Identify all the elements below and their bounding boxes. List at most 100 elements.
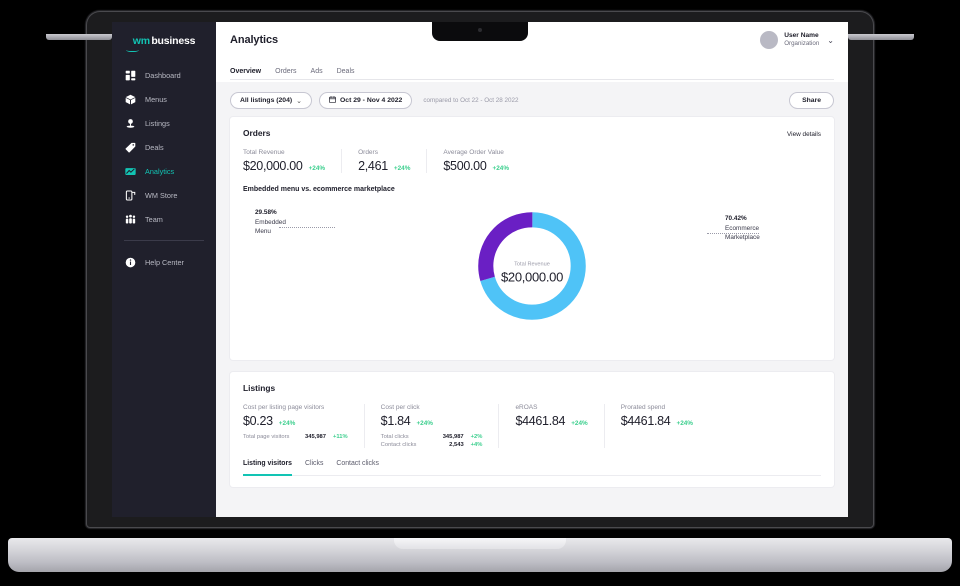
donut-center-label: Total Revenue (514, 261, 550, 268)
mobile-store-icon (124, 189, 137, 202)
sub-metric-row: Contact clicks 2,543 +4% (381, 442, 483, 448)
chevron-down-icon: ⌄ (296, 97, 302, 105)
callout-leader-line-left (279, 227, 335, 228)
sub-metric-value: 345,987 (305, 434, 326, 440)
metric-label: Prorated spend (620, 404, 666, 411)
metric-value: $500.00 (443, 159, 487, 173)
tab-orders[interactable]: Orders (275, 68, 297, 75)
donut-slice-ecommerce (478, 212, 586, 320)
calendar-icon (329, 96, 336, 105)
metric-orders: Orders 2,461 +24% (341, 149, 426, 173)
metric-value: 2,461 (358, 159, 388, 173)
brand-logo[interactable]: wm business (112, 31, 216, 63)
metric-label: Average Order Value (443, 149, 504, 156)
orders-metrics: Total Revenue $20,000.00 +24% Orders 2,4… (243, 149, 821, 173)
tab-overview[interactable]: Overview (230, 68, 262, 75)
metric-row: $4461.84 +24% (515, 414, 587, 428)
laptop-lid: wm business Dashboard (86, 11, 874, 528)
sub-metric-row: Total clicks 345,987 +2% (381, 434, 483, 440)
metric-prorated-spend: Prorated spend $4461.84 +24% (603, 404, 709, 448)
metric-delta: +24% (393, 165, 411, 172)
tab-deals[interactable]: Deals (336, 68, 355, 75)
tab-clicks[interactable]: Clicks (305, 460, 324, 467)
tab-contact-clicks[interactable]: Contact clicks (336, 460, 379, 467)
listings-metrics: Cost per listing page visitors $0.23 +24… (243, 404, 821, 448)
main-content: Analytics User Name Organization ⌄ (216, 22, 848, 517)
sidebar-item-label: Analytics (145, 166, 175, 176)
metric-delta: +24% (571, 420, 588, 427)
sidebar-item-analytics[interactable]: Analytics (112, 159, 216, 183)
tab-listing-visitors[interactable]: Listing visitors (243, 460, 293, 476)
sub-metric-delta: +11% (333, 434, 348, 440)
laptop-camera-notch (432, 22, 528, 41)
brand-wm-text: wm (132, 35, 150, 47)
metric-delta: +24% (278, 420, 296, 427)
analytics-icon (124, 165, 137, 178)
camera-icon (478, 28, 482, 32)
listings-sub-tabs: Listing visitors Clicks Contact clicks (243, 460, 821, 476)
sub-metric-delta: +4% (470, 442, 483, 448)
tab-ads[interactable]: Ads (310, 68, 323, 75)
metric-label: Total Revenue (243, 149, 285, 156)
top-bar-row: Analytics User Name Organization ⌄ (230, 22, 834, 58)
sidebar-item-wm-store[interactable]: WM Store (112, 183, 216, 207)
listings-filter-dropdown[interactable]: All listings (204) ⌄ (230, 92, 312, 109)
sub-metric-label: Total page visitors (243, 434, 290, 440)
team-icon (124, 213, 137, 226)
sidebar-item-team[interactable]: Team (112, 207, 216, 231)
sub-metric-label: Total clicks (380, 434, 409, 440)
filter-bar: All listings (204) ⌄ Oct (216, 82, 848, 117)
metric-row: $0.23 +24% (243, 414, 348, 428)
sidebar-item-label: Team (145, 214, 163, 224)
metric-label: Orders (358, 149, 378, 156)
sidebar-item-label: WM Store (145, 190, 178, 200)
comparison-period-text: compared to Oct 22 - Oct 28 2022 (423, 97, 519, 104)
laptop-base-notch (394, 538, 566, 549)
metric-average-order-value: Average Order Value $500.00 +24% (426, 149, 525, 173)
sidebar-item-menus[interactable]: Menus (112, 87, 216, 111)
orders-card-title: Orders (243, 128, 271, 138)
sub-metric-delta: +2% (470, 434, 483, 440)
share-button[interactable]: Share (789, 92, 834, 109)
metric-delta: +24% (676, 420, 693, 427)
callout-label: Ecommerce Marketplace (725, 225, 760, 241)
donut-center-value: $20,000.00 (500, 269, 564, 285)
sidebar-item-deals[interactable]: Deals (112, 135, 216, 159)
sub-metric-value: 2,543 (449, 442, 464, 448)
metric-eroas: eROAS $4461.84 +24% (498, 404, 603, 448)
view-details-link[interactable]: View details (787, 131, 821, 138)
orders-card-header: Orders View details (243, 128, 821, 138)
avatar (760, 31, 779, 49)
metric-row: 2,461 +24% (358, 159, 410, 173)
sidebar-item-label: Menus (145, 94, 167, 104)
metric-label: Cost per listing page visitors (243, 404, 325, 411)
laptop-base (8, 538, 952, 572)
user-menu[interactable]: User Name Organization ⌄ (760, 31, 834, 49)
top-bar: Analytics User Name Organization ⌄ (216, 22, 848, 82)
metric-label: Cost per click (380, 404, 420, 411)
sidebar-item-label: Deals (145, 142, 164, 152)
info-icon (124, 256, 137, 269)
metric-value: $4461.84 (515, 414, 566, 428)
listings-card: Listings Cost per listing page visitors … (230, 372, 834, 487)
metric-label: eROAS (515, 404, 538, 411)
donut-svg (478, 212, 586, 320)
metric-value: $4461.84 (620, 414, 671, 428)
metric-total-revenue: Total Revenue $20,000.00 +24% (243, 149, 341, 173)
callout-percentage: 70.42% (725, 215, 747, 222)
sidebar-item-dashboard[interactable]: Dashboard (112, 63, 216, 87)
metric-value: $20,000.00 (243, 159, 303, 173)
metric-delta: +24% (308, 165, 326, 172)
chevron-down-icon[interactable]: ⌄ (827, 35, 834, 45)
chart-subsection-title: Embedded menu vs. ecommerce marketplace (243, 186, 395, 193)
listings-card-title: Listings (243, 383, 276, 393)
box-icon (124, 93, 137, 106)
metric-row: $1.84 +24% (381, 414, 483, 428)
nav-tabs: Overview Orders Ads Deals (230, 58, 834, 80)
sub-metric-value: 345,987 (442, 434, 464, 440)
date-range-picker[interactable]: Oct 29 - Nov 4 2022 (319, 92, 413, 109)
metric-row: $500.00 +24% (443, 159, 509, 173)
callout-ecommerce-marketplace: 70.42% Ecommerce Marketplace (725, 215, 815, 242)
sidebar-item-help-center[interactable]: Help Center (112, 250, 216, 274)
sidebar-item-listings[interactable]: Listings (112, 111, 216, 135)
